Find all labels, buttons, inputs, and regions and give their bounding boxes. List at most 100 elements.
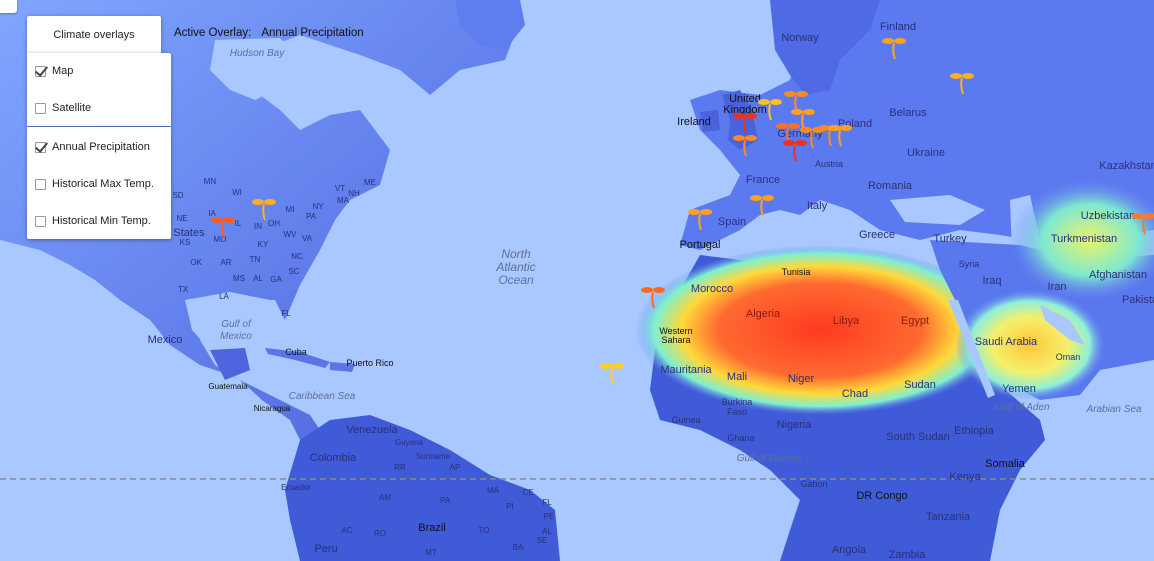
puerto-rico-label: Puerto Rico (346, 358, 393, 368)
south-america-land (285, 415, 560, 561)
state-label: FL (281, 309, 291, 318)
pakistan-label: Pakista (1122, 294, 1154, 306)
state-label: PA (306, 212, 317, 221)
satellite-option-label: Satellite (52, 102, 92, 114)
gulf-aden-label: Gulf of Aden (994, 402, 1050, 413)
mauritania-label: Mauritania (660, 364, 712, 376)
sprout-marker-icon[interactable] (750, 195, 774, 217)
guyana-label: Guyana (395, 438, 424, 447)
corner-control-button[interactable] (0, 0, 17, 13)
climate-overlay-menu: Annual Precipitation Historical Max Temp… (27, 127, 171, 239)
state-label: MS (233, 274, 245, 283)
afghanistan-label: Afghanistan (1089, 269, 1147, 281)
zambia-label: Zambia (889, 549, 927, 561)
sprout-marker-icon[interactable] (828, 125, 852, 147)
tanzania-label: Tanzania (926, 511, 971, 523)
climate-overlays-label: Climate overlays (53, 28, 135, 41)
state-label: OK (190, 258, 202, 267)
sprout-marker-icon[interactable] (1132, 213, 1154, 235)
venezuela-label: Venezuela (346, 424, 398, 436)
ghana-label: Ghana (727, 433, 754, 443)
syria-label: Syria (959, 259, 980, 269)
sprout-marker-icon[interactable] (252, 199, 276, 221)
state-label: LA (219, 292, 229, 301)
state-label: GA (270, 275, 282, 284)
min-temp-checkbox[interactable] (35, 215, 46, 227)
annual-precipitation-checkbox[interactable] (35, 141, 46, 153)
satellite-checkbox[interactable] (35, 102, 46, 114)
suriname-label: Suriname (416, 452, 451, 461)
state-label: SC (288, 267, 299, 276)
uk-label-1: United (729, 93, 761, 105)
satellite-option[interactable]: Satellite (35, 102, 91, 114)
sprout-marker-icon[interactable] (733, 113, 757, 135)
gulf-mexico-label-1: Gulf of (221, 319, 252, 330)
max-temp-option[interactable]: Historical Max Temp. (35, 178, 154, 190)
kenya-label: Kenya (949, 471, 981, 483)
sprout-marker-icon[interactable] (758, 99, 782, 121)
map-option[interactable]: Map (35, 65, 73, 77)
state-label: AM (379, 493, 391, 502)
sea-labels: Hudson Bay Gulf of Mexico Caribbean Sea … (220, 48, 1142, 464)
annual-precipitation-option[interactable]: Annual Precipitation (35, 141, 150, 153)
map-type-menu: Map Satellite (27, 53, 171, 126)
min-temp-option[interactable]: Historical Min Temp. (35, 215, 151, 227)
active-overlay-indicator: Active Overlay: Annual Precipitation (174, 27, 364, 39)
uzbekistan-label: Uzbekistan (1081, 210, 1135, 222)
state-label: KS (180, 238, 191, 247)
turkey-label: Turkey (933, 233, 967, 245)
belarus-label: Belarus (889, 107, 927, 119)
state-label: AC (341, 526, 352, 535)
sprout-marker-icon[interactable] (882, 38, 906, 60)
burkina-label-1: Burkina (722, 397, 753, 407)
sprout-marker-icon[interactable] (776, 123, 800, 145)
sprout-marker-icon[interactable] (641, 287, 665, 309)
guatemala-label: Guatemala (208, 382, 248, 391)
marker-layer[interactable] (211, 38, 1154, 385)
atlantic-label-3: Ocean (498, 273, 534, 287)
state-label: IL (235, 219, 242, 228)
nigeria-label: Nigeria (777, 419, 813, 431)
atlantic-label-1: North (501, 247, 531, 261)
state-label: MA (487, 486, 500, 495)
egypt-label: Egypt (901, 315, 929, 327)
state-label: IN (254, 222, 262, 231)
state-label: BA (513, 543, 524, 552)
niger-label: Niger (788, 373, 815, 385)
sprout-marker-icon[interactable] (784, 91, 808, 113)
state-label: AL (253, 274, 263, 283)
state-label: CE (522, 488, 533, 497)
sprout-marker-icon[interactable] (600, 363, 624, 385)
sprout-marker-icon[interactable] (688, 209, 712, 231)
sprout-marker-icon[interactable] (733, 135, 757, 157)
state-label: PE (544, 512, 555, 521)
italy-label: Italy (807, 200, 828, 212)
ecuador-label: Ecuador (281, 483, 311, 492)
red-sea-water (948, 300, 995, 398)
gulf-mexico-label-2: Mexico (220, 331, 252, 342)
state-label: IA (208, 209, 216, 218)
annual-precipitation-label: Annual Precipitation (52, 141, 150, 153)
sprout-marker-icon[interactable] (211, 217, 235, 239)
state-label: NC (291, 252, 303, 261)
state-label: TN (250, 255, 261, 264)
state-label: MO (214, 235, 227, 244)
romania-label: Romania (868, 180, 913, 192)
western-sahara-label-1: Western (659, 326, 692, 336)
portugal-label: Portugal (680, 239, 721, 251)
tunisia-label: Tunisia (782, 267, 811, 277)
sudan-label: Sudan (904, 379, 936, 391)
state-label: RR (394, 463, 406, 472)
sprout-marker-icon[interactable] (950, 73, 974, 95)
map-checkbox[interactable] (35, 65, 46, 77)
state-label: KY (258, 240, 269, 249)
state-label: AP (450, 463, 461, 472)
uk-land (722, 90, 758, 150)
max-temp-checkbox[interactable] (35, 178, 46, 190)
sprout-marker-icon[interactable] (783, 140, 807, 162)
central-asia-dry (1010, 180, 1154, 300)
morocco-label: Morocco (691, 283, 733, 295)
climate-overlays-button[interactable]: Climate overlays (27, 16, 161, 53)
us-state-labels: MN WI MI SD NE IA IL IN OH PA NY KS MO K… (172, 177, 376, 318)
